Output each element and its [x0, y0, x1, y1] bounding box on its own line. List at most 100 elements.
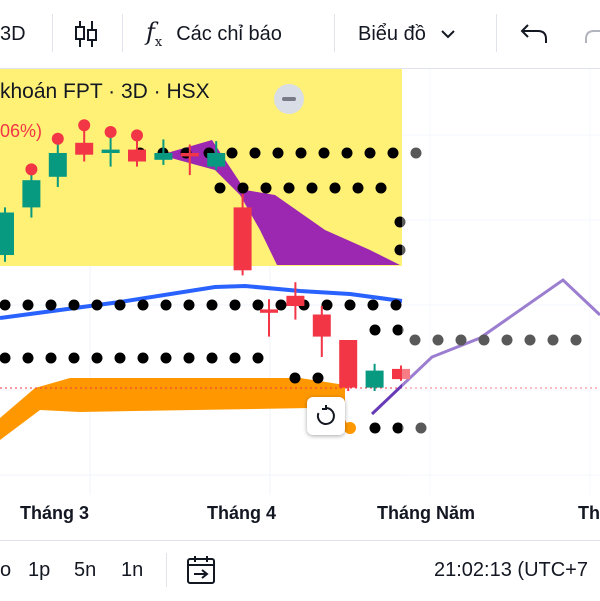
indicator-dot: [22, 299, 34, 311]
indicator-dot: [45, 352, 57, 364]
time-axis[interactable]: Tháng 3 Tháng 4 Tháng Năm Th: [0, 495, 600, 531]
cloud-purple: [160, 140, 400, 265]
xaxis-tick: Tháng 3: [20, 503, 90, 523]
orange-band-tip: [344, 422, 356, 434]
chevron-down-icon: [441, 30, 455, 39]
candle-body: [101, 149, 120, 153]
indicator-dot: [91, 299, 103, 311]
interval-button[interactable]: 3D: [0, 0, 26, 68]
indicator-dot: [229, 299, 241, 311]
indicator-dot: [283, 182, 295, 194]
candle-body: [207, 153, 226, 167]
indicator-dot: [45, 299, 57, 311]
candle-body: [75, 142, 94, 155]
xaxis-tick: Tháng 4: [207, 503, 277, 523]
reset-icon: [316, 405, 335, 425]
chart-area[interactable]: [0, 69, 600, 539]
candle-body: [286, 295, 305, 306]
indicator-dot: [252, 352, 264, 364]
indicator-dot: [306, 182, 318, 194]
indicator-dot: [237, 182, 249, 194]
candles-icon[interactable]: [70, 0, 102, 68]
projection-line: [370, 278, 600, 416]
top-toolbar: 3D fx Các chỉ báo Biểu đồ: [0, 0, 600, 69]
indicator-dot: [206, 299, 218, 311]
bottom-divider: [166, 553, 167, 587]
indicator-dot: [329, 182, 341, 194]
range-button-1n[interactable]: 1n: [121, 558, 144, 581]
chart-canvas[interactable]: [0, 69, 600, 539]
indicator-dot: [206, 352, 218, 364]
candle-marker: [25, 163, 38, 176]
candle-body: [22, 180, 41, 208]
reset-chart-button[interactable]: [307, 397, 345, 435]
indicator-dot: [160, 299, 172, 311]
indicator-dot: [524, 334, 536, 346]
indicator-dot: [455, 334, 467, 346]
candle-body: [392, 368, 410, 380]
indicator-dot: [392, 422, 404, 434]
indicator-dot: [364, 147, 376, 159]
calendar-icon: [187, 556, 215, 584]
indicator-dot: [91, 352, 103, 364]
indicator-dot: [0, 352, 11, 364]
range-button-1p[interactable]: 1p: [28, 558, 51, 581]
indicator-dot: [137, 299, 149, 311]
indicator-dot: [321, 299, 333, 311]
candle-body: [260, 309, 278, 313]
candle-marker: [78, 119, 91, 132]
indicator-dot: [375, 182, 387, 194]
indicator-dot: [249, 147, 261, 159]
undo-button[interactable]: [520, 0, 548, 68]
range-button[interactable]: o: [0, 558, 12, 581]
indicator-dot: [341, 147, 353, 159]
indicator-dot: [392, 324, 404, 336]
fx-icon: fx: [146, 18, 163, 50]
xaxis-tick: Tháng Năm: [377, 503, 476, 523]
indicator-dot: [214, 182, 226, 194]
indicator-dot: [367, 299, 379, 311]
indicator-dot: [390, 299, 402, 311]
toolbar-divider: [122, 14, 123, 52]
price-change: 06%): [0, 121, 43, 141]
xaxis-tick: Th: [578, 503, 600, 523]
indicator-dot: [229, 352, 241, 364]
indicators-label: Các chỉ báo: [176, 22, 282, 45]
indicator-dot: [387, 147, 399, 159]
indicator-dot: [183, 299, 195, 311]
blue-line: [0, 283, 403, 320]
chart-type-label: Biểu đồ: [358, 22, 426, 45]
candle-marker: [51, 132, 64, 145]
clock-timezone[interactable]: 21:02:13 (UTC+7: [434, 558, 588, 581]
indicator-dot: [318, 147, 330, 159]
toolbar-divider: [334, 14, 335, 52]
candle-body: [339, 340, 358, 388]
candle-marker: [104, 126, 117, 138]
collapse-legend-button[interactable]: [274, 84, 304, 114]
indicator-dot: [394, 216, 406, 228]
indicator-dot: [352, 182, 364, 194]
goto-date-button[interactable]: [186, 541, 218, 599]
redo-button[interactable]: [584, 0, 600, 68]
range-button-5n[interactable]: 5n: [74, 558, 97, 581]
indicator-dot: [22, 352, 34, 364]
candle-marker: [131, 129, 143, 142]
indicator-dot: [394, 244, 406, 256]
indicator-dot: [272, 147, 284, 159]
indicator-dot: [409, 334, 421, 346]
indicator-dot: [0, 299, 11, 311]
indicators-button[interactable]: fx Các chỉ báo: [146, 0, 282, 68]
indicator-dot: [114, 352, 126, 364]
indicator-dot: [547, 334, 559, 346]
interval-label: 3D: [0, 22, 26, 45]
indicator-dot: [252, 299, 264, 311]
indicator-dot: [226, 147, 238, 159]
indicator-dot: [275, 299, 287, 311]
indicator-dot: [260, 182, 272, 194]
chart-type-button[interactable]: Biểu đồ: [358, 0, 456, 68]
undo-icon: [520, 24, 547, 43]
indicator-dot: [295, 147, 307, 159]
indicator-dot: [432, 334, 444, 346]
indicator-dot: [114, 299, 126, 311]
symbol-title[interactable]: khoán FPT · 3D · HSX: [0, 80, 210, 103]
